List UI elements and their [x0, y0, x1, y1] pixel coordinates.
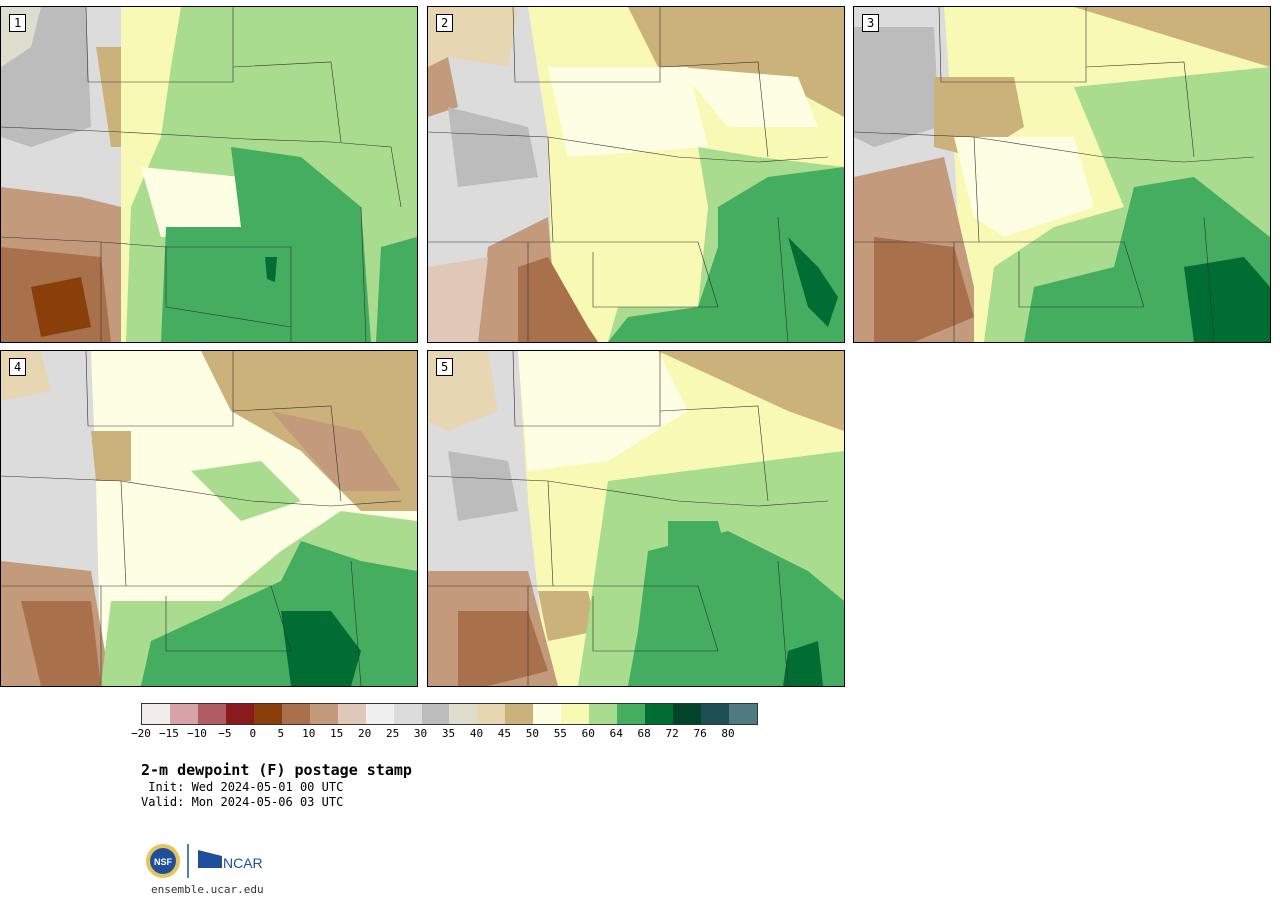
panel-number-label: 1: [9, 14, 27, 32]
colorbar-tick-labels: −20 −15 −10 −5 0 5 10 15 20 25 30 35 40 45 50 55 60 64 68 7…: [131, 727, 756, 741]
dewpoint-map-4: [1, 351, 417, 686]
colorbar-tick-label: 5: [277, 727, 285, 740]
panel-number-label: 3: [862, 14, 880, 32]
colorbar-segment: [393, 704, 422, 724]
colorbar-segment: [505, 704, 534, 724]
map-panel-5: 5: [427, 350, 845, 687]
colorbar-segment: [561, 704, 590, 724]
colorbar-tick-label: 25: [385, 727, 400, 740]
colorbar-tick-label: 0: [249, 727, 257, 740]
colorbar-segment: [617, 704, 646, 724]
init-time: Init: Wed 2024-05-01 00 UTC: [141, 780, 344, 794]
colorbar-tick-label: 35: [441, 727, 456, 740]
colorbar-segment: [533, 704, 562, 724]
dewpoint-map-1: [1, 7, 417, 342]
figure-title: 2-m dewpoint (F) postage stamp: [141, 761, 412, 779]
valid-time: Valid: Mon 2024-05-06 03 UTC: [141, 795, 344, 809]
dewpoint-map-5: [428, 351, 844, 686]
dewpoint-map-3: [854, 7, 1270, 342]
colorbar-segment: [421, 704, 450, 724]
colorbar-tick-label: 50: [525, 727, 539, 740]
ncar-logo-text: NCAR: [223, 855, 263, 871]
colorbar-segment: [365, 704, 394, 724]
colorbar-tick-label: −20: [131, 727, 151, 740]
colorbar-segment: [337, 704, 366, 724]
colorbar-segment: [701, 704, 730, 724]
colorbar-tick-label: 64: [609, 727, 623, 740]
ncar-logo-icon: NCAR: [198, 850, 263, 871]
dewpoint-map-2: [428, 7, 844, 342]
panel-number-label: 2: [436, 14, 454, 32]
map-panel-1: 1: [0, 6, 418, 343]
colorbar-segment: [253, 704, 282, 724]
colorbar-segment: [197, 704, 226, 724]
colorbar-tick-label: 30: [413, 727, 428, 740]
colorbar-tick-label: 15: [330, 727, 344, 740]
website-label: ensemble.ucar.edu: [151, 883, 264, 896]
colorbar-tick-label: 60: [581, 727, 595, 740]
colorbar-segment: [673, 704, 702, 724]
map-panel-4: 4: [0, 350, 418, 687]
colorbar-segment: [729, 704, 757, 724]
colorbar-segment: [309, 704, 338, 724]
nsf-logo-icon: NSF: [146, 844, 180, 878]
colorbar-tick-label: 76: [693, 727, 707, 740]
panel-number-label: 4: [9, 358, 27, 376]
colorbar-tick-label: 45: [497, 727, 512, 740]
colorbar-segment: [281, 704, 310, 724]
nsf-ncar-logos: NSF NCAR: [146, 844, 263, 878]
colorbar-tick-label: 80: [721, 727, 735, 740]
colorbar-tick-label: 72: [665, 727, 679, 740]
colorbar-tick-label: −15: [159, 727, 179, 740]
colorbar-tick-label: 20: [358, 727, 372, 740]
colorbar-tick-label: 40: [469, 727, 484, 740]
colorbar-segment: [449, 704, 478, 724]
colorbar-segment: [169, 704, 198, 724]
colorbar-tick-label: −10: [186, 727, 207, 740]
nsf-logo-text: NSF: [154, 857, 173, 867]
colorbar-segment: [477, 704, 506, 724]
colorbar-segment: [225, 704, 254, 724]
map-panel-3: 3: [853, 6, 1271, 343]
dewpoint-colorbar: [141, 703, 758, 725]
colorbar-tick-label: 10: [302, 727, 316, 740]
map-panel-2: 2: [427, 6, 845, 343]
colorbar-tick-label: 68: [637, 727, 651, 740]
colorbar-tick-label: 55: [553, 727, 567, 740]
colorbar-tick-label: −5: [218, 727, 232, 740]
colorbar-segment: [645, 704, 674, 724]
panel-number-label: 5: [436, 358, 454, 376]
colorbar-segment: [142, 704, 170, 724]
colorbar-segment: [589, 704, 618, 724]
